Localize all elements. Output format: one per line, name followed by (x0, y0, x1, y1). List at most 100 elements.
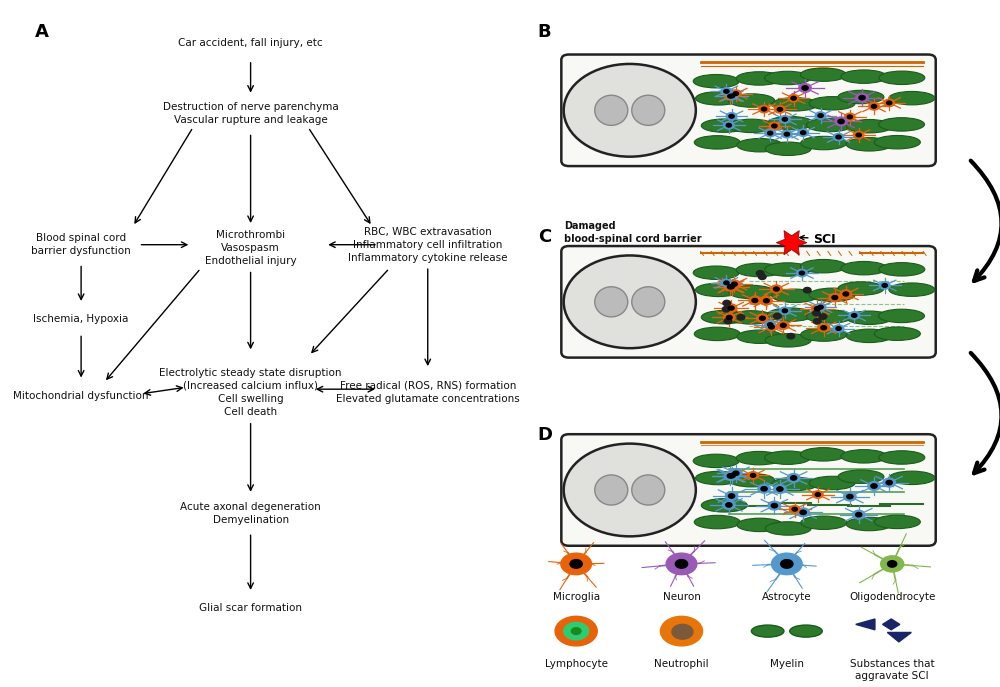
Circle shape (803, 287, 811, 293)
Text: Mitochondrial dysfunction: Mitochondrial dysfunction (13, 391, 149, 401)
Circle shape (722, 306, 730, 312)
Circle shape (727, 285, 733, 289)
Ellipse shape (693, 266, 739, 280)
Circle shape (821, 326, 827, 330)
Ellipse shape (736, 451, 782, 465)
Circle shape (788, 95, 799, 102)
Circle shape (800, 510, 806, 515)
Circle shape (799, 271, 805, 275)
Circle shape (728, 94, 733, 98)
Circle shape (815, 112, 826, 120)
Circle shape (729, 94, 735, 98)
Circle shape (818, 324, 829, 332)
Ellipse shape (701, 311, 747, 324)
Text: Lymphocyte: Lymphocyte (545, 660, 608, 669)
Circle shape (789, 506, 800, 513)
Circle shape (726, 503, 732, 507)
Circle shape (782, 117, 788, 121)
Ellipse shape (772, 289, 818, 302)
Ellipse shape (765, 334, 811, 347)
Circle shape (660, 616, 703, 646)
Ellipse shape (765, 263, 811, 276)
FancyBboxPatch shape (561, 246, 936, 358)
Circle shape (836, 327, 841, 330)
Circle shape (782, 131, 792, 138)
Circle shape (782, 309, 788, 313)
Circle shape (764, 299, 769, 303)
Circle shape (882, 284, 887, 287)
Circle shape (856, 133, 861, 137)
Circle shape (724, 122, 734, 129)
Circle shape (750, 473, 756, 477)
Circle shape (883, 478, 895, 487)
Circle shape (791, 475, 797, 480)
Text: Microthrombi
Vasospasm
Endothelial injury: Microthrombi Vasospasm Endothelial injur… (205, 230, 296, 267)
Circle shape (852, 510, 865, 519)
Circle shape (777, 107, 783, 111)
Ellipse shape (729, 473, 775, 487)
Ellipse shape (846, 311, 892, 324)
Ellipse shape (751, 625, 784, 637)
Circle shape (724, 471, 737, 480)
Circle shape (756, 271, 764, 276)
Ellipse shape (841, 70, 887, 83)
Circle shape (780, 115, 790, 123)
Circle shape (772, 553, 802, 574)
Ellipse shape (765, 451, 811, 464)
Ellipse shape (809, 97, 855, 110)
Circle shape (813, 491, 823, 498)
Ellipse shape (801, 516, 847, 530)
Circle shape (818, 305, 823, 309)
Circle shape (761, 297, 772, 305)
Circle shape (723, 300, 731, 306)
Circle shape (787, 333, 795, 339)
Text: Astrocyte: Astrocyte (762, 592, 812, 602)
Circle shape (723, 501, 735, 509)
Ellipse shape (729, 94, 775, 107)
Circle shape (564, 64, 696, 157)
Ellipse shape (846, 329, 892, 343)
Ellipse shape (693, 454, 739, 468)
Ellipse shape (595, 286, 628, 317)
Ellipse shape (879, 451, 925, 464)
Text: Car accident, fall injury, etc: Car accident, fall injury, etc (178, 38, 323, 48)
Circle shape (879, 282, 890, 289)
Circle shape (727, 92, 737, 100)
Circle shape (888, 561, 897, 567)
Text: A: A (35, 23, 49, 41)
Circle shape (859, 95, 865, 100)
Ellipse shape (767, 116, 813, 130)
Circle shape (725, 93, 736, 100)
Circle shape (672, 624, 693, 639)
Text: Ischemia, Hypoxia: Ischemia, Hypoxia (33, 314, 129, 324)
Ellipse shape (879, 309, 925, 323)
Circle shape (748, 472, 758, 479)
Text: Substances that
aggravate SCI: Substances that aggravate SCI (850, 660, 934, 681)
Circle shape (849, 312, 860, 319)
Ellipse shape (846, 137, 892, 151)
Circle shape (765, 129, 775, 137)
Circle shape (833, 133, 844, 141)
Circle shape (726, 113, 737, 120)
Circle shape (772, 124, 777, 128)
Circle shape (780, 324, 786, 327)
Ellipse shape (879, 117, 925, 131)
Ellipse shape (809, 288, 855, 302)
Circle shape (570, 560, 582, 568)
Circle shape (564, 622, 589, 640)
Ellipse shape (701, 499, 747, 512)
Circle shape (726, 124, 732, 127)
Circle shape (780, 307, 790, 315)
Ellipse shape (879, 71, 925, 85)
Ellipse shape (889, 91, 935, 105)
Ellipse shape (694, 135, 740, 149)
Circle shape (768, 323, 773, 326)
FancyBboxPatch shape (561, 434, 936, 545)
Ellipse shape (841, 262, 887, 275)
Circle shape (749, 296, 761, 304)
Circle shape (759, 316, 765, 320)
Text: Electrolytic steady state disruption
(Increased calcium influx)
Cell swelling
Ce: Electrolytic steady state disruption (In… (159, 368, 342, 417)
Circle shape (798, 129, 808, 137)
Circle shape (726, 282, 737, 291)
Ellipse shape (874, 515, 920, 528)
